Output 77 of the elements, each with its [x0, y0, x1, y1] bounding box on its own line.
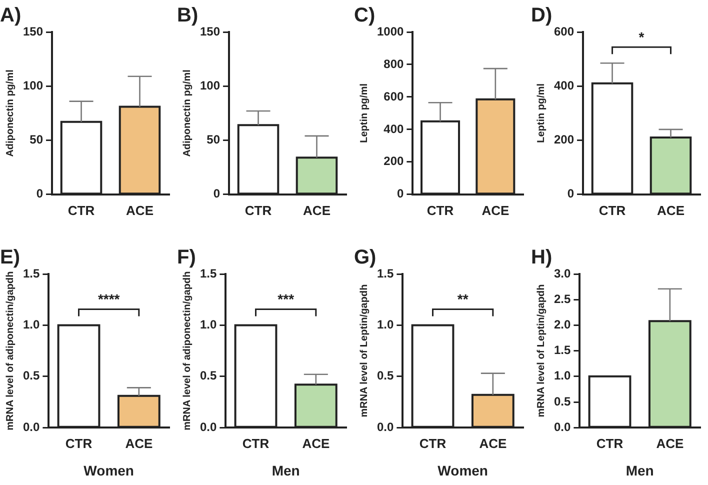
x-tick-label: ACE: [482, 202, 510, 218]
x-tick-label: ACE: [657, 202, 685, 218]
y-tick-label: 1.0: [200, 318, 217, 332]
y-tick-label: 1.5: [554, 343, 571, 358]
x-axis-title: Women: [84, 462, 134, 478]
y-tick-label: 0.5: [554, 394, 571, 408]
x-tick-label: CTR: [419, 436, 447, 451]
y-tick-label: 150: [200, 24, 220, 38]
x-axis-title: Men: [626, 462, 654, 478]
x-tick-label: CTR: [244, 202, 272, 218]
y-tick-label: 50: [206, 132, 220, 147]
chart-title: H): [531, 246, 552, 269]
y-axis-title: Adiponectin pg/ml: [4, 69, 16, 157]
y-tick-label: 200: [384, 154, 404, 168]
y-tick-label: 0.0: [22, 420, 40, 434]
annotation: ****: [98, 291, 120, 308]
y-tick-label: 0.5: [22, 368, 40, 383]
y-tick-label: 1.0: [554, 368, 571, 383]
x-tick-label: ACE: [126, 202, 154, 218]
chart-title: D): [531, 4, 552, 27]
y-tick-label: 0: [567, 186, 574, 201]
y-tick-label: 800: [384, 56, 404, 71]
y-tick-label: 1.0: [22, 318, 40, 332]
annotation: **: [457, 291, 469, 308]
y-tick-label: 1.5: [376, 266, 394, 280]
x-tick-label: CTR: [596, 436, 624, 451]
y-axis-title: mRNA level of Leptin/gapdh: [536, 284, 547, 418]
chart-title: A): [0, 4, 22, 27]
y-tick-label: 0: [36, 186, 44, 201]
x-tick-label: CTR: [598, 202, 626, 218]
y-tick-label: 0.0: [376, 420, 394, 434]
y-tick-label: 0: [213, 186, 220, 201]
y-axis-title: mRNA level of Leptin/gapdh: [358, 284, 370, 418]
x-tick-label: ACE: [125, 436, 153, 451]
x-tick-label: CTR: [65, 436, 93, 451]
chart-title: C): [354, 4, 376, 27]
y-tick-label: 50: [30, 132, 44, 147]
y-tick-label: 0.0: [200, 420, 217, 434]
y-axis-title: Adiponectin pg/ml: [182, 69, 193, 157]
y-tick-label: 150: [22, 24, 44, 38]
y-tick-label: 100: [200, 78, 220, 92]
y-tick-label: 1.5: [22, 266, 40, 280]
x-axis-title: Women: [438, 462, 488, 478]
y-tick-label: 400: [554, 78, 574, 92]
y-tick-label: 1.5: [200, 266, 217, 280]
x-tick-label: ACE: [479, 436, 507, 451]
x-tick-label: CTR: [426, 202, 454, 218]
y-tick-label: 3.0: [554, 266, 571, 280]
y-tick-label: 0.5: [200, 368, 217, 383]
chart-title: G): [354, 246, 376, 269]
chart-title: B): [177, 4, 198, 27]
x-tick-label: ACE: [302, 436, 330, 451]
x-axis-title: Men: [272, 462, 300, 478]
y-axis-title: mRNA level of adiponectin/gapdh: [182, 271, 193, 430]
chart-title: E): [0, 246, 20, 269]
y-tick-label: 2.0: [554, 318, 571, 332]
y-tick-label: 2.5: [554, 292, 571, 306]
x-tick-label: ACE: [303, 202, 331, 218]
chart-title: F): [177, 246, 196, 269]
y-tick-label: 1000: [376, 24, 404, 38]
y-tick-label: 600: [554, 24, 574, 38]
y-tick-label: 1.0: [376, 318, 394, 332]
y-tick-label: 600: [384, 89, 404, 104]
y-tick-label: 0: [397, 186, 404, 201]
y-tick-label: 100: [22, 78, 44, 92]
y-axis-title: Leptin pg/ml: [358, 83, 370, 143]
x-tick-label: ACE: [656, 436, 684, 451]
y-tick-label: 0.0: [554, 420, 571, 434]
y-tick-label: 400: [384, 122, 404, 136]
x-tick-label: CTR: [242, 436, 270, 451]
annotation: *: [638, 28, 645, 45]
y-tick-label: 200: [554, 132, 574, 147]
y-axis-title: mRNA level of adiponectin/gapdh: [4, 271, 16, 430]
y-axis-title: Leptin pg/ml: [536, 83, 547, 143]
annotation: ***: [278, 291, 295, 308]
y-tick-label: 0.5: [376, 368, 394, 383]
x-tick-label: CTR: [68, 202, 96, 218]
